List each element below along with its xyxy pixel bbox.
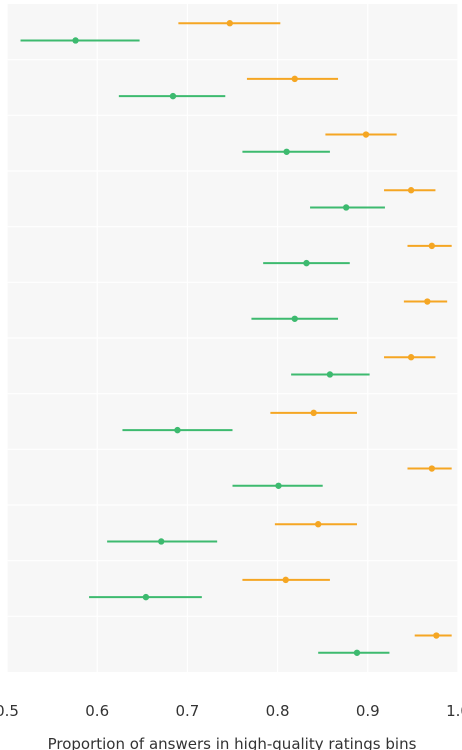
estimate-point bbox=[433, 632, 440, 639]
estimate-point bbox=[158, 538, 165, 545]
x-axis-title: Proportion of answers in high-quality ra… bbox=[48, 735, 417, 750]
estimate-point bbox=[142, 593, 150, 601]
x-tick-label: 0.6 bbox=[85, 702, 109, 720]
estimate-point bbox=[310, 409, 317, 417]
estimate-point bbox=[342, 204, 350, 211]
estimate-point bbox=[428, 465, 436, 472]
x-tick-label: 0.9 bbox=[356, 702, 380, 720]
x-tick-label: 0.5 bbox=[0, 702, 19, 720]
grid-layer bbox=[6, 4, 459, 672]
estimate-point bbox=[174, 426, 181, 434]
estimate-point bbox=[326, 371, 334, 378]
estimate-point bbox=[169, 92, 177, 100]
x-tick-label: 0.7 bbox=[175, 702, 199, 720]
estimate-point bbox=[353, 649, 361, 656]
marks-layer bbox=[20, 20, 452, 656]
x-tick-label: 1.0 bbox=[446, 702, 462, 720]
estimate-point bbox=[407, 187, 415, 194]
estimate-point bbox=[226, 20, 233, 27]
estimate-point bbox=[291, 315, 298, 322]
x-tick-labels: 0.5 0.6 0.7 0.8 0.9 1.0 bbox=[0, 702, 462, 720]
estimate-point bbox=[314, 521, 322, 528]
estimate-point bbox=[72, 37, 79, 44]
estimate-point bbox=[424, 298, 431, 305]
estimate-point bbox=[303, 259, 310, 267]
estimate-point bbox=[291, 75, 298, 83]
estimate-point bbox=[275, 482, 282, 489]
estimate-point bbox=[407, 354, 415, 361]
estimate-point bbox=[362, 131, 370, 138]
estimate-point bbox=[283, 148, 290, 155]
x-tick-label: 0.8 bbox=[266, 702, 290, 720]
estimate-point bbox=[428, 242, 436, 250]
estimate-point bbox=[282, 576, 289, 584]
